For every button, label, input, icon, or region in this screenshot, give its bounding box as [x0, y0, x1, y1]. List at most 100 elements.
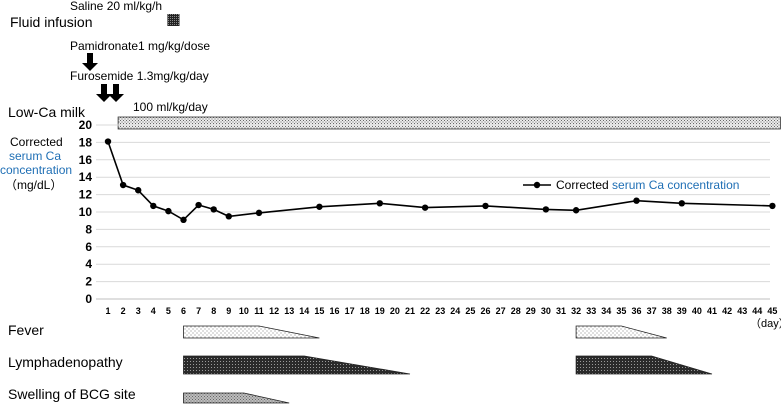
- data-point-day-19: [376, 200, 383, 207]
- x-tick-24: 24: [450, 306, 460, 316]
- y-tick-10: 10: [79, 205, 93, 219]
- bcg-label: Swelling of BCG site: [8, 386, 136, 402]
- lymphadenopathy-bar-2: [575, 355, 713, 375]
- y-tick-18: 18: [79, 135, 93, 149]
- ylabel-line1: Corrected: [10, 135, 63, 149]
- x-tick-19: 19: [375, 306, 385, 316]
- data-point-day-9: [225, 213, 232, 220]
- grid-lines: [96, 124, 770, 300]
- x-tick-27: 27: [496, 306, 506, 316]
- furosemide-label: Furosemide 1.3mg/kg/day: [70, 69, 209, 83]
- x-tick-13: 13: [284, 306, 294, 316]
- x-tick-31: 31: [556, 306, 566, 316]
- y-tick-8: 8: [85, 222, 92, 236]
- fever-bar-2: [575, 325, 667, 339]
- x-tick-16: 16: [329, 306, 339, 316]
- x-tick-labels: 1 2 3 4 5 6 7 8 9 10 11 12 13 14 15 16 17 18 19 20 21 22 23 24 2…: [105, 306, 777, 316]
- x-axis-unit: （day）: [750, 317, 781, 330]
- data-point-day-45: [769, 202, 776, 210]
- x-tick-15: 15: [314, 306, 324, 316]
- furosemide-arrow-1: [96, 84, 112, 102]
- x-tick-10: 10: [239, 306, 249, 316]
- series-points: [104, 138, 776, 224]
- data-point-day-3: [135, 187, 142, 194]
- data-point-day-7: [195, 201, 202, 209]
- data-point-day-6: [180, 216, 187, 224]
- y-tick-6: 6: [85, 240, 92, 254]
- data-point-day-2: [119, 181, 127, 189]
- lymphadenopathy-bar-1: [183, 355, 411, 375]
- y-tick-labels: 0 2 4 6 8 10 12 14 16 18 20: [79, 118, 93, 306]
- svg-text:Corrected serum Ca concentrati: Corrected serum Ca concentration: [556, 178, 739, 192]
- fever-bar-1: [183, 325, 320, 339]
- x-tick-40: 40: [692, 306, 702, 316]
- legend: Corrected serum Ca concentration: [523, 178, 739, 192]
- x-tick-9: 9: [226, 306, 231, 316]
- data-point-day-1: [104, 138, 112, 145]
- ylabel-line3: concentration: [0, 163, 72, 177]
- ylabel-unit: （mg/dL）: [5, 178, 62, 192]
- x-tick-2: 2: [121, 306, 126, 316]
- x-tick-42: 42: [722, 306, 732, 316]
- pamidronate-arrow-icon: [82, 53, 98, 71]
- y-tick-2: 2: [85, 275, 92, 289]
- fever-label: Fever: [8, 322, 44, 338]
- legend-highlight: serum Ca concentration: [612, 178, 739, 192]
- saline-bar: [167, 14, 180, 26]
- low-ca-milk-bar: [117, 116, 781, 130]
- data-point-day-4: [150, 202, 157, 210]
- x-tick-1: 1: [105, 306, 110, 316]
- x-tick-11: 11: [254, 306, 264, 316]
- x-tick-43: 43: [737, 306, 747, 316]
- x-tick-23: 23: [435, 306, 445, 316]
- data-point-day-39: [678, 200, 685, 207]
- lymphadenopathy-label: Lymphadenopathy: [8, 354, 123, 370]
- legend-marker: [533, 181, 541, 189]
- x-tick-26: 26: [480, 306, 490, 316]
- data-point-day-26: [482, 202, 489, 210]
- x-tick-12: 12: [269, 306, 279, 316]
- x-tick-44: 44: [752, 306, 762, 316]
- x-tick-30: 30: [541, 306, 551, 316]
- furosemide-arrow-2: [108, 84, 124, 102]
- data-point-day-36: [633, 197, 640, 204]
- furosemide-arrows-icon: [96, 84, 124, 102]
- x-tick-25: 25: [465, 306, 475, 316]
- x-tick-14: 14: [299, 306, 309, 316]
- x-tick-21: 21: [405, 306, 415, 316]
- x-tick-6: 6: [181, 306, 186, 316]
- y-tick-14: 14: [79, 170, 93, 184]
- x-tick-36: 36: [631, 306, 641, 316]
- data-point-day-22: [421, 204, 429, 211]
- pamidronate-arrow: [82, 53, 98, 71]
- low-ca-dose-label: 100 ml/kg/day: [133, 100, 208, 114]
- x-tick-33: 33: [586, 306, 596, 316]
- data-point-day-15: [316, 203, 323, 210]
- x-tick-28: 28: [511, 306, 521, 316]
- x-tick-32: 32: [571, 306, 581, 316]
- x-tick-4: 4: [151, 306, 156, 316]
- symptom-bars: [183, 325, 713, 404]
- y-tick-16: 16: [79, 153, 93, 167]
- saline-label: Saline 20 ml/kg/h: [70, 0, 162, 13]
- y-tick-4: 4: [85, 257, 92, 271]
- low-ca-milk-label: Low-Ca milk: [8, 104, 86, 120]
- x-tick-39: 39: [677, 306, 687, 316]
- x-tick-34: 34: [601, 306, 611, 316]
- data-point-day-32: [572, 207, 580, 214]
- x-tick-38: 38: [662, 306, 672, 316]
- x-tick-8: 8: [211, 306, 216, 316]
- x-tick-5: 5: [166, 306, 171, 316]
- fluid-infusion-label: Fluid infusion: [10, 14, 93, 30]
- data-point-day-8: [210, 206, 217, 213]
- x-tick-20: 20: [390, 306, 400, 316]
- y-tick-0: 0: [85, 292, 92, 306]
- ylabel-line2: serum Ca: [9, 149, 61, 163]
- x-tick-18: 18: [360, 306, 370, 316]
- x-tick-29: 29: [526, 306, 536, 316]
- y-tick-20: 20: [79, 118, 93, 132]
- x-tick-3: 3: [136, 306, 141, 316]
- legend-prefix: Corrected: [556, 178, 612, 192]
- pamidronate-label: Pamidronate1 mg/kg/dose: [70, 39, 210, 53]
